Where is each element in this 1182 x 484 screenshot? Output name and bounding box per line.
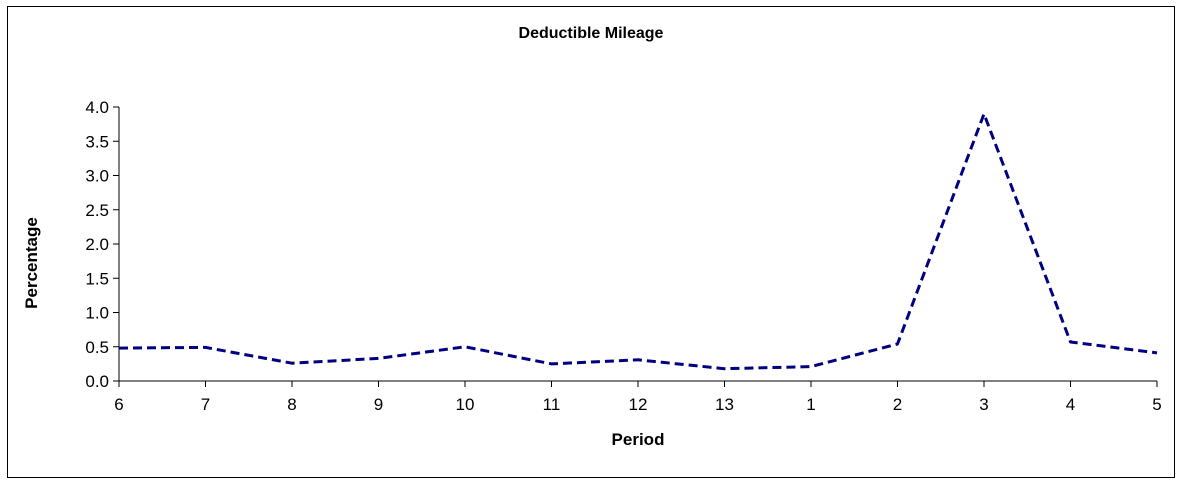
y-tick-label: 0.0 bbox=[85, 372, 109, 391]
x-tick-label: 11 bbox=[543, 395, 561, 414]
chart-title: Deductible Mileage bbox=[519, 25, 664, 42]
y-axis-title: Percentage bbox=[22, 217, 41, 309]
series-line bbox=[118, 112, 1158, 371]
x-tick-label: 8 bbox=[287, 395, 296, 414]
y-tick-label: 2.0 bbox=[85, 235, 109, 254]
chart-frame bbox=[7, 6, 1175, 478]
x-tick-label: 6 bbox=[114, 395, 123, 414]
y-tick-label: 3.5 bbox=[85, 132, 109, 151]
x-tick-label: 7 bbox=[201, 395, 210, 414]
x-tick-label: 12 bbox=[629, 395, 648, 414]
y-tick-label: 4.0 bbox=[85, 98, 109, 117]
x-tick-label: 1 bbox=[806, 395, 815, 414]
y-tick-label: 2.5 bbox=[85, 201, 109, 220]
x-tick-label: 4 bbox=[1066, 395, 1075, 414]
x-tick-label: 9 bbox=[374, 395, 383, 414]
x-tick-label: 13 bbox=[715, 395, 734, 414]
y-tick-label: 0.5 bbox=[85, 338, 109, 357]
x-tick-label: 5 bbox=[1152, 395, 1161, 414]
x-tick-label: 2 bbox=[893, 395, 902, 414]
x-tick-label: 10 bbox=[456, 395, 475, 414]
y-tick-label: 1.0 bbox=[85, 304, 109, 323]
x-tick-label: 3 bbox=[979, 395, 988, 414]
y-tick-label: 1.5 bbox=[85, 269, 109, 288]
y-tick-label: 3.0 bbox=[85, 167, 109, 186]
x-axis-title: Period bbox=[612, 430, 665, 449]
